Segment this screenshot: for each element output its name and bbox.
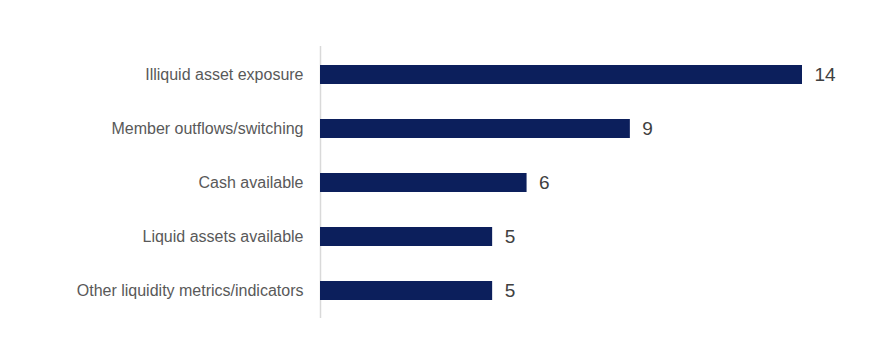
svg-text:9: 9: [642, 118, 653, 139]
svg-text:Illiquid asset exposure: Illiquid asset exposure: [145, 66, 303, 83]
svg-text:Cash available: Cash available: [199, 174, 304, 191]
svg-text:Other liquidity metrics/indica: Other liquidity metrics/indicators: [77, 282, 304, 299]
svg-text:5: 5: [505, 226, 516, 247]
svg-text:Member outflows/switching: Member outflows/switching: [111, 120, 303, 137]
svg-text:Liquid assets available: Liquid assets available: [143, 228, 304, 245]
svg-text:14: 14: [815, 64, 837, 85]
svg-text:5: 5: [505, 280, 516, 301]
svg-text:6: 6: [539, 172, 550, 193]
